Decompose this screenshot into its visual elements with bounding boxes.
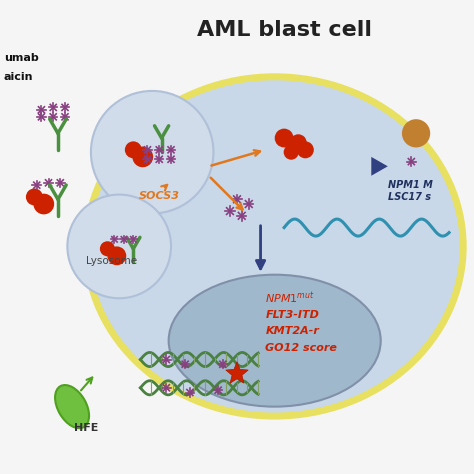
Text: NPM1 M: NPM1 M [388, 180, 433, 190]
Polygon shape [371, 157, 388, 176]
Circle shape [26, 189, 43, 205]
Text: KMT2A-r: KMT2A-r [265, 326, 319, 336]
Circle shape [125, 141, 142, 158]
Circle shape [108, 246, 126, 265]
Text: AML blast cell: AML blast cell [197, 20, 372, 40]
Circle shape [297, 141, 314, 158]
Circle shape [402, 119, 430, 147]
Text: aicin: aicin [4, 72, 33, 82]
Circle shape [132, 146, 153, 167]
Ellipse shape [55, 385, 89, 428]
Circle shape [67, 195, 171, 298]
Text: FLT3-ITD: FLT3-ITD [265, 310, 319, 320]
Circle shape [275, 128, 293, 147]
Text: GO12 score: GO12 score [265, 343, 337, 353]
Circle shape [290, 134, 307, 151]
Ellipse shape [169, 275, 381, 407]
Text: SOCS3: SOCS3 [139, 191, 180, 201]
Circle shape [100, 241, 115, 256]
Text: $NPM1^{mut}$: $NPM1^{mut}$ [265, 291, 315, 306]
Text: Lysosome: Lysosome [86, 255, 137, 265]
Circle shape [91, 91, 213, 213]
Circle shape [34, 194, 54, 214]
Text: HFE: HFE [74, 423, 99, 433]
Text: umab: umab [4, 53, 38, 63]
Ellipse shape [86, 77, 463, 416]
Polygon shape [226, 362, 248, 383]
Circle shape [283, 145, 299, 160]
Text: LSC17 s: LSC17 s [388, 192, 431, 202]
